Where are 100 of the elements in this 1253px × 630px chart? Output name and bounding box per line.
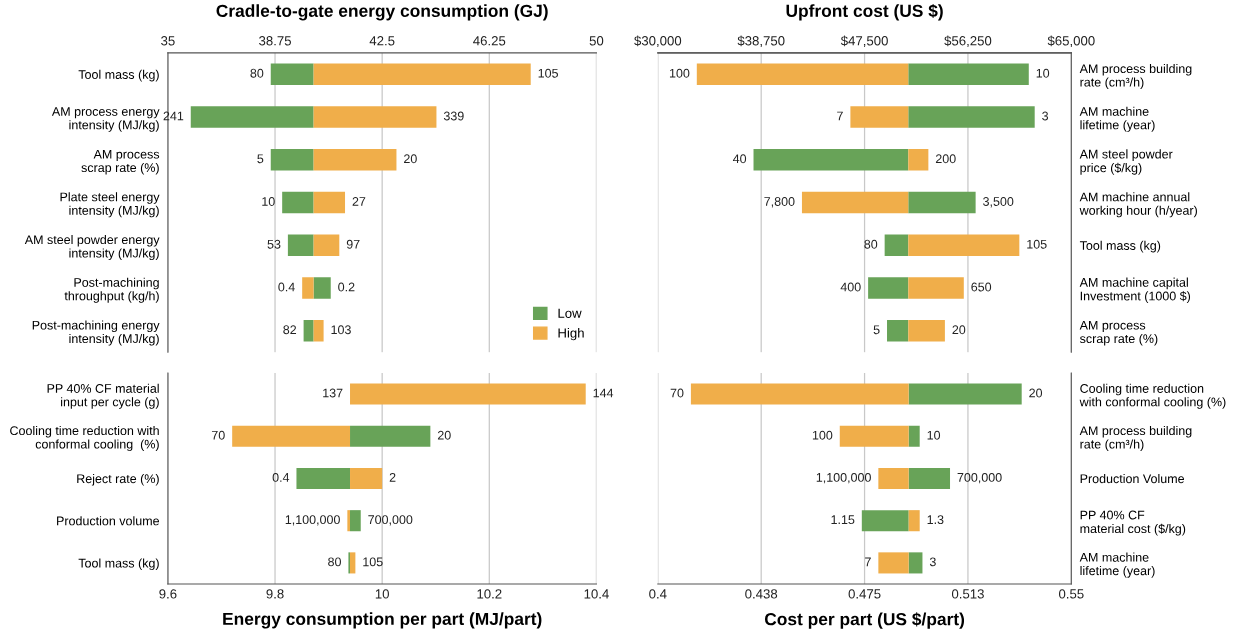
bar bbox=[287, 234, 314, 256]
annotation: 400 bbox=[840, 282, 861, 292]
x-tick-label: 0.4 bbox=[649, 589, 667, 599]
bar bbox=[908, 552, 923, 574]
annotation: 80 bbox=[328, 557, 341, 567]
bar bbox=[878, 552, 909, 574]
y-tick-label: PP 40% CF material input per cycle (g) bbox=[47, 383, 159, 409]
annotation: 700,000 bbox=[957, 472, 1002, 484]
annotation: 70 bbox=[670, 388, 684, 398]
annotation: 70 bbox=[211, 430, 225, 440]
x-tick-label: 0.513 bbox=[951, 589, 984, 599]
bar bbox=[801, 191, 909, 214]
y2-tick-label: AM machine capital Investment (1000 $) bbox=[1079, 277, 1191, 303]
x-tick-label: $47,500 bbox=[840, 35, 888, 48]
bar bbox=[190, 106, 314, 128]
annotation: 7 bbox=[837, 111, 843, 121]
bar bbox=[839, 425, 909, 447]
annotation: 700,000 bbox=[368, 515, 413, 526]
bar bbox=[313, 234, 340, 256]
annotation: 20 bbox=[1029, 388, 1043, 398]
y-tick-label: Post-machining energy intensity (MJ/kg) bbox=[32, 320, 160, 346]
annotation: 1.15 bbox=[831, 515, 855, 525]
y-tick-label: Tool mass (kg) bbox=[78, 69, 159, 82]
bar bbox=[313, 106, 437, 128]
annotation: 7,800 bbox=[764, 197, 795, 208]
legend-label: High bbox=[558, 328, 584, 341]
bar bbox=[850, 106, 909, 128]
annotation: 100 bbox=[669, 68, 690, 78]
bar bbox=[282, 191, 314, 214]
bar bbox=[908, 320, 945, 342]
bar bbox=[313, 149, 397, 171]
y-tick-label: Plate steel energy intensity (MJ/kg) bbox=[60, 192, 160, 218]
bar bbox=[908, 277, 964, 299]
y-tick-label: AM process scrap rate (%) bbox=[81, 149, 160, 175]
x-tick-label: $65,000 bbox=[1047, 35, 1095, 48]
annotation: 103 bbox=[331, 325, 351, 335]
annotation: 53 bbox=[267, 239, 281, 249]
bar bbox=[878, 467, 909, 490]
annotation: 241 bbox=[163, 111, 184, 121]
annotation: 20 bbox=[437, 430, 451, 440]
x-axis-title: Energy consumption per part (MJ/part) bbox=[223, 612, 542, 629]
bar bbox=[887, 320, 909, 342]
annotation: 3 bbox=[929, 557, 936, 567]
annotation: 200 bbox=[935, 154, 956, 164]
annotation: 20 bbox=[952, 325, 966, 335]
y-tick-label: Cooling time reduction with conformal cooling (%) bbox=[10, 425, 159, 452]
x-tick-label: 0.438 bbox=[745, 589, 778, 599]
chart-title: Upfront cost (US $) bbox=[786, 3, 943, 21]
x-tick-label: 46.25 bbox=[473, 36, 506, 46]
y-tick-label: Post-machining throughput (kg/h) bbox=[64, 277, 159, 303]
bar bbox=[868, 277, 909, 299]
annotation: 1,100,000 bbox=[816, 472, 871, 484]
annotation: 105 bbox=[1027, 239, 1047, 249]
bar bbox=[908, 467, 951, 490]
annotation: 3 bbox=[1042, 111, 1049, 121]
bar bbox=[296, 467, 351, 490]
bar bbox=[690, 383, 909, 405]
annotation: 100 bbox=[812, 430, 833, 440]
x-tick-label: $30,000 bbox=[634, 35, 682, 48]
x-tick-label: 0.55 bbox=[1058, 589, 1084, 599]
bar bbox=[908, 149, 929, 171]
x-axis-title: Cost per part (US $/part) bbox=[764, 612, 965, 629]
annotation: 10 bbox=[262, 197, 275, 206]
x-tick-label: 50 bbox=[589, 36, 604, 46]
bar bbox=[908, 425, 920, 447]
x-tick-label: 0.475 bbox=[848, 589, 881, 599]
annotation: 97 bbox=[346, 239, 360, 249]
bar bbox=[313, 320, 324, 342]
y2-tick-label: PP 40% CF material cost ($/kg) bbox=[1080, 510, 1186, 536]
bar bbox=[313, 277, 331, 299]
annotation: 339 bbox=[443, 111, 464, 121]
x-tick-label: $56,250 bbox=[944, 35, 992, 48]
bar bbox=[861, 510, 909, 532]
bar bbox=[908, 63, 1029, 85]
annotation: 7 bbox=[865, 557, 871, 567]
bar bbox=[347, 510, 351, 532]
bar bbox=[350, 467, 383, 490]
bar bbox=[908, 106, 1035, 128]
x-tick-label: 35 bbox=[161, 36, 175, 46]
bar bbox=[350, 552, 356, 574]
x-tick-label: 10.4 bbox=[584, 589, 609, 599]
bar bbox=[884, 234, 909, 256]
bar bbox=[270, 149, 314, 171]
x-tick-label: 10 bbox=[375, 589, 389, 599]
bar bbox=[908, 510, 920, 532]
y2-tick-label: AM process building rate (cm³/h) bbox=[1079, 425, 1192, 452]
annotation: 5 bbox=[257, 154, 264, 164]
bar bbox=[313, 191, 346, 214]
annotation: 10 bbox=[927, 430, 941, 440]
x-tick-label: 42.5 bbox=[369, 36, 395, 46]
bar bbox=[753, 149, 909, 171]
bar bbox=[696, 63, 909, 85]
bar bbox=[350, 383, 586, 405]
annotation: 5 bbox=[873, 325, 880, 335]
annotation: 40 bbox=[732, 154, 747, 164]
y-tick-label: Tool mass (kg) bbox=[78, 558, 159, 571]
annotation: 137 bbox=[323, 388, 343, 398]
bar bbox=[908, 234, 1020, 256]
annotation: 80 bbox=[250, 68, 264, 78]
annotation: 82 bbox=[283, 325, 297, 335]
